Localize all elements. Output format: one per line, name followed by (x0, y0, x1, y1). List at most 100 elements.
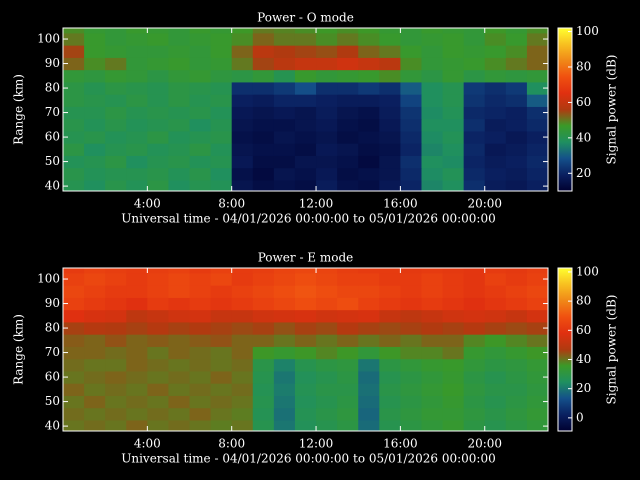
heatmap-cell (484, 81, 507, 95)
heatmap-cell (421, 45, 444, 58)
heatmap-cell (126, 28, 148, 34)
heatmap-cell (84, 395, 106, 409)
heatmap-cell (231, 45, 254, 58)
heatmap-cell (358, 358, 380, 372)
heatmap-cell (358, 407, 380, 421)
heatmap-cell (400, 94, 422, 107)
heatmap-cell (126, 106, 148, 120)
heatmap-cell (294, 57, 317, 71)
x-axis-label: Universal time - 04/01/2026 00:00:00 to … (121, 212, 496, 226)
heatmap-cell (400, 383, 422, 396)
heatmap-cell (316, 130, 338, 144)
heatmap-cell (337, 118, 359, 132)
heatmap-cell (147, 383, 169, 396)
heatmap-cell (379, 321, 401, 335)
y-tick-label: 40 (45, 179, 60, 193)
x-tick-label: 12:00 (299, 197, 334, 211)
heatmap-cell (189, 143, 212, 156)
heatmap-cell (63, 106, 85, 120)
heatmap-cell (316, 94, 338, 107)
heatmap-cell (463, 179, 486, 191)
heatmap-cell (484, 285, 507, 298)
heatmap-cell (252, 130, 275, 144)
heatmap-cell (400, 106, 422, 120)
heatmap-cell (252, 94, 275, 107)
heatmap-cell (189, 57, 212, 71)
heatmap-cell (168, 32, 191, 46)
heatmap-cell (337, 45, 359, 58)
heatmap-cell (84, 81, 106, 95)
heatmap-cell (84, 179, 106, 191)
heatmap-cell (126, 285, 148, 298)
heatmap-cell (84, 130, 106, 144)
heatmap-cell (442, 383, 465, 396)
heatmap-cell (105, 309, 127, 323)
heatmap-cell (463, 285, 486, 298)
heatmap-cell (84, 167, 106, 181)
heatmap-cell (442, 309, 465, 323)
panel-title: Power - E mode (258, 251, 354, 265)
heatmap-cell (84, 383, 106, 396)
heatmap-cell (147, 32, 169, 46)
heatmap-cell (252, 57, 275, 71)
colorbar-tick-label: 20 (576, 166, 591, 180)
heatmap-cell (316, 309, 338, 323)
heatmap-cell (273, 419, 296, 431)
heatmap-cell (358, 28, 380, 34)
heatmap-cell (358, 179, 380, 191)
heatmap-cell (105, 69, 127, 83)
heatmap-cell (147, 407, 169, 421)
heatmap-cell (421, 346, 444, 360)
heatmap-cell (84, 155, 106, 169)
heatmap-cell (168, 419, 191, 431)
x-tick-label: 20:00 (467, 197, 502, 211)
heatmap-cell (505, 69, 528, 83)
heatmap-cell (421, 395, 444, 409)
heatmap-cell (126, 268, 148, 274)
heatmap-cell (526, 370, 548, 384)
colorbar-tick-label: 100 (576, 264, 599, 278)
heatmap-cell (210, 309, 233, 323)
heatmap-cell (126, 321, 148, 335)
heatmap-cell (358, 419, 380, 431)
heatmap-cell (252, 179, 275, 191)
heatmap-cell (442, 130, 465, 144)
heatmap-cell (294, 358, 317, 372)
heatmap-cell (379, 106, 401, 120)
heatmap-cell (337, 143, 359, 156)
heatmap-cell (294, 346, 317, 360)
heatmap-cell (505, 334, 528, 347)
heatmap-cell (400, 272, 422, 286)
heatmap-cell (231, 155, 254, 169)
heatmap-cell (105, 45, 127, 58)
heatmap-cell (379, 334, 401, 347)
heatmap-cell (358, 297, 380, 311)
heatmap-cell (316, 106, 338, 120)
plot-frame (62, 267, 549, 432)
heatmap-cell (505, 370, 528, 384)
heatmap-cell (84, 297, 106, 311)
heatmap-cell (358, 57, 380, 71)
heatmap-cell (400, 268, 422, 274)
heatmap-cell (294, 383, 317, 396)
heatmap-cell (252, 334, 275, 347)
heatmap-cell (231, 285, 254, 298)
heatmap-cell (379, 45, 401, 58)
heatmap-cell (379, 179, 401, 191)
heatmap-cell (400, 45, 422, 58)
heatmap-cell (126, 167, 148, 181)
heatmap-cell (463, 309, 486, 323)
heatmap-cell (358, 334, 380, 347)
heatmap-cell (358, 167, 380, 181)
heatmap-cell (484, 130, 507, 144)
heatmap-cell (421, 118, 444, 132)
heatmap (63, 268, 548, 431)
heatmap-cell (210, 118, 233, 132)
heatmap-cell (316, 118, 338, 132)
heatmap-cell (358, 309, 380, 323)
heatmap-cell (505, 407, 528, 421)
x-tick-label: 4:00 (134, 197, 161, 211)
heatmap-cell (63, 358, 85, 372)
heatmap-cell (358, 69, 380, 83)
